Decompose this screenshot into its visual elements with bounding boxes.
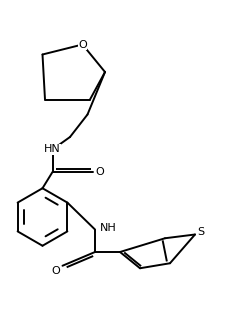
- Text: O: O: [96, 167, 104, 177]
- Text: NH: NH: [100, 223, 117, 233]
- Text: O: O: [52, 266, 60, 276]
- Text: O: O: [78, 40, 87, 50]
- Text: HN: HN: [44, 144, 61, 154]
- Text: S: S: [198, 227, 205, 237]
